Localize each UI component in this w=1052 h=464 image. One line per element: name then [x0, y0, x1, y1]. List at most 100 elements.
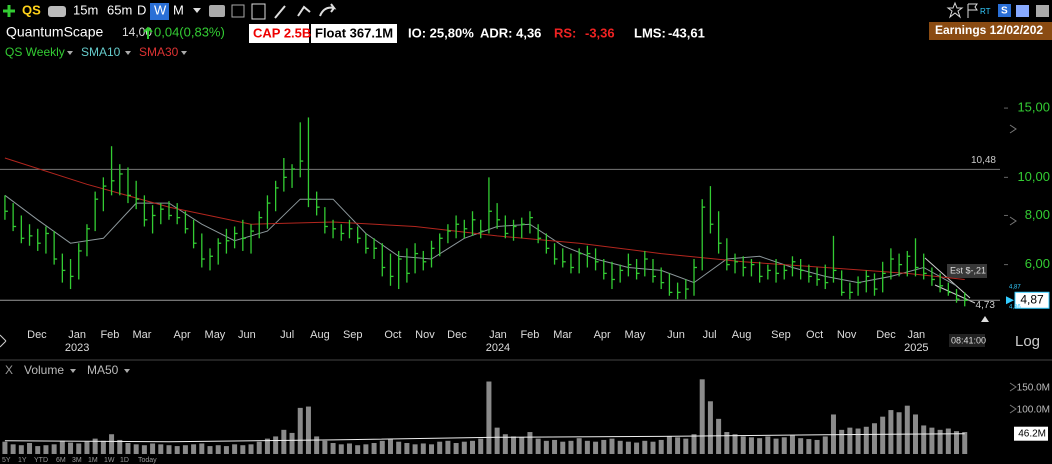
timeframe[interactable]: 15m — [73, 2, 98, 17]
legend-sma30[interactable]: SMA30 — [139, 45, 179, 59]
range-button[interactable]: 1Y — [18, 457, 27, 464]
level-label: 4,73 — [976, 300, 996, 311]
panel-icon[interactable] — [1016, 5, 1029, 17]
volume-bar — [215, 445, 221, 454]
x-tick-label: Dec — [876, 329, 896, 341]
volume-bar — [470, 440, 476, 454]
cap-box — [249, 24, 309, 43]
volume-bar — [223, 446, 229, 454]
range-button[interactable]: Today — [138, 457, 157, 464]
volume-bar — [182, 445, 188, 454]
rs-label: RS: — [554, 25, 576, 40]
volume-bar — [289, 432, 295, 454]
calc-icon[interactable] — [251, 3, 266, 20]
draw-icon[interactable] — [297, 5, 311, 17]
range-button[interactable]: 6M — [56, 457, 66, 464]
range-button[interactable]: 1W — [104, 457, 115, 464]
volume-bar — [617, 440, 623, 454]
x-tick-label: Jan — [907, 329, 925, 341]
volume-close[interactable]: X — [5, 363, 13, 377]
range-button[interactable]: YTD — [34, 457, 48, 464]
x-tick-label: Oct — [806, 329, 823, 341]
x-tick-label: Jan — [68, 329, 86, 341]
volume-bar — [166, 445, 172, 454]
x-tick-label: Apr — [594, 329, 611, 341]
window-icon[interactable] — [231, 4, 245, 18]
volume-bar — [412, 444, 418, 454]
timeframe[interactable]: W — [154, 2, 167, 17]
volume-bar — [675, 437, 681, 454]
up-arrow — [143, 26, 153, 39]
volume-bar — [691, 434, 697, 454]
range-button[interactable]: 5Y — [2, 457, 11, 464]
volume-bar — [634, 442, 640, 454]
timeframe[interactable]: M — [173, 2, 184, 17]
volume-bar — [601, 439, 607, 454]
rs: -3,36 — [585, 25, 615, 40]
s-icon[interactable] — [998, 4, 1011, 17]
pen-icon[interactable] — [274, 5, 286, 19]
x-tick-label: Jun — [238, 329, 256, 341]
expand-icon[interactable] — [0, 334, 7, 348]
volume-bar — [945, 428, 951, 454]
x-tick-label: Apr — [174, 329, 191, 341]
year-label: 2023 — [65, 342, 89, 354]
volume-bar — [429, 444, 435, 454]
volume-bar — [576, 438, 582, 454]
volume-bar — [338, 444, 344, 454]
log-toggle[interactable]: Log — [1015, 333, 1040, 350]
legend-sma10[interactable]: SMA10 — [81, 45, 121, 59]
volume-bar — [404, 443, 410, 454]
annotation: 4,87 — [1009, 285, 1021, 291]
volume-title: Volume — [24, 363, 64, 377]
volume-bar — [798, 438, 804, 454]
range-button[interactable]: 3M — [72, 457, 82, 464]
x-tick-label: Jul — [280, 329, 294, 341]
volume-bar — [125, 443, 131, 454]
scroll-marker[interactable] — [981, 316, 989, 322]
volume-bar — [445, 440, 451, 454]
star-icon[interactable] — [946, 1, 964, 19]
volume-bar — [732, 434, 738, 454]
volume-bar — [625, 441, 631, 454]
volume-bar — [232, 444, 238, 454]
volume-bar — [2, 441, 8, 454]
volume-bar — [773, 438, 779, 454]
symbol[interactable]: QS — [22, 2, 41, 17]
volume-tick-label: 46.2M — [1018, 428, 1046, 439]
x-tick-label: May — [205, 329, 226, 341]
range-button[interactable]: 1D — [120, 457, 129, 464]
volume-bar — [355, 445, 361, 454]
x-tick-label: Nov — [837, 329, 857, 341]
add-icon[interactable] — [3, 5, 15, 17]
volume-bar — [117, 439, 123, 454]
volume-bar — [855, 428, 861, 454]
dropdown-icon[interactable] — [193, 8, 201, 13]
flag-icon[interactable] — [967, 3, 978, 18]
last-price-box — [1014, 291, 1050, 309]
camera-icon[interactable] — [48, 6, 66, 17]
volume-bar — [256, 441, 262, 454]
mail-icon[interactable] — [1036, 5, 1049, 17]
volume-last-box — [1014, 426, 1048, 441]
float-box — [311, 24, 397, 43]
tv-icon[interactable] — [209, 5, 225, 17]
volume-bar — [962, 432, 968, 454]
timeframe[interactable]: 65m — [107, 2, 132, 17]
share-icon[interactable] — [319, 3, 337, 17]
legend-dropdowns[interactable] — [67, 51, 187, 55]
range-button[interactable]: 1M — [88, 457, 98, 464]
volume-tick-label: 150.0M — [1017, 383, 1050, 394]
x-tick-label: Mar — [132, 329, 151, 341]
volume-bar — [363, 444, 369, 454]
volume-bar — [150, 443, 156, 454]
legend-title[interactable]: QS Weekly — [5, 45, 65, 59]
volume-bar — [141, 445, 147, 454]
x-tick-label: Aug — [732, 329, 752, 341]
year-label: 2024 — [486, 342, 510, 354]
volume-bar — [847, 427, 853, 454]
volume-bar — [789, 435, 795, 454]
timeframe[interactable]: D — [137, 2, 146, 17]
volume-bar — [305, 406, 311, 454]
